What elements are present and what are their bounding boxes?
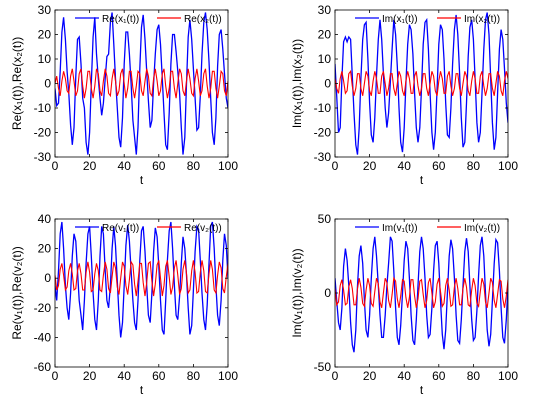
legend-label-1: Re(x₁(t))	[102, 14, 139, 25]
y-tick-label: 30	[38, 3, 52, 17]
x-tick-label: 0	[52, 159, 59, 173]
series-line-1	[335, 12, 508, 155]
x-tick-label: 20	[363, 369, 377, 383]
legend-label-2: Re(v₂(t))	[184, 223, 222, 234]
y-tick-label: -10	[314, 101, 332, 115]
y-tick-label: -20	[34, 301, 52, 315]
series-line-1	[335, 236, 508, 353]
legend-label-2: Re(x₂(t))	[184, 14, 222, 25]
y-tick-label: -60	[34, 360, 52, 374]
plot-frame	[54, 218, 229, 368]
series-line-1	[55, 221, 228, 338]
y-tick-label: -50	[314, 360, 332, 374]
chart-panel-2: 0 20 40 60 80 100 -30 -20 -10 0 10 20 30 t Im(x₁(t)),I…	[290, 3, 518, 187]
legend-label-2: Im(x₂(t))	[464, 14, 500, 25]
x-tick-label: 20	[83, 369, 97, 383]
x-tick-label: 20	[363, 159, 377, 173]
y-tick-label: -30	[34, 150, 52, 164]
chart-panel-4: 0 20 40 60 80 100-50050tIm(v₁(t)),Im(v₂(t))Im…	[290, 212, 518, 397]
x-tick-label: 40	[118, 369, 132, 383]
x-tick-label: 80	[187, 369, 201, 383]
y-axis-label: Im(v₁(t)),Im(v₂(t))	[290, 248, 304, 337]
legend-label-2: Im(v₂(t))	[464, 223, 500, 234]
chart-panel-1: 0 20 40 60 80 100 -30 -20 -10 0 10 20 30 t Re(x₁(t)),R…	[10, 3, 238, 187]
legend: Im(v₁(t)) Im(v₂(t))	[355, 223, 500, 234]
series-line-1	[55, 12, 228, 155]
y-tick-label: 0	[44, 271, 51, 285]
x-tick-label: 60	[432, 369, 446, 383]
series-line-2	[55, 68, 228, 99]
y-axis-label: Re(x₁(t)),Re(x₂(t))	[10, 37, 24, 130]
x-tick-label: 0	[332, 369, 339, 383]
y-tick-label: 50	[318, 212, 332, 226]
y-tick-label: -20	[34, 126, 52, 140]
series-line-2	[335, 276, 508, 309]
y-tick-label: 20	[38, 242, 52, 256]
y-axis-label: Re(v₁(t)),Re(v₂(t))	[10, 246, 24, 339]
legend: Re(v₁(t)) Re(v₂(t))	[75, 223, 222, 234]
x-tick-label: 20	[83, 159, 97, 173]
chart-panel-3: 0 20 40 60 80 100 -60 -40 -20 0 20 40 t Re(v₁(t)),Re(…	[10, 212, 238, 397]
series-line-2	[55, 260, 228, 297]
x-tick-label: 100	[218, 369, 238, 383]
x-tick-label: 60	[152, 159, 166, 173]
x-tick-label: 100	[498, 369, 518, 383]
y-tick-label: 0	[324, 286, 331, 300]
x-tick-label: 80	[467, 159, 481, 173]
x-tick-label: 100	[498, 159, 518, 173]
x-axis-label: t	[420, 173, 424, 187]
y-tick-label: 10	[318, 52, 332, 66]
y-tick-label: 0	[324, 77, 331, 91]
y-tick-label: -20	[314, 126, 332, 140]
y-tick-label: 30	[318, 3, 332, 17]
legend: Re(x₁(t)) Re(x₂(t))	[75, 14, 222, 25]
legend-label-1: Im(v₁(t))	[382, 223, 418, 234]
series-line-2	[335, 69, 508, 96]
x-tick-label: 60	[152, 369, 166, 383]
x-tick-label: 80	[467, 369, 481, 383]
y-tick-label: 20	[318, 28, 332, 42]
x-tick-label: 60	[432, 159, 446, 173]
y-tick-label: 10	[38, 52, 52, 66]
y-tick-label: 20	[38, 28, 52, 42]
y-tick-label: 0	[44, 77, 51, 91]
y-tick-label: -40	[34, 330, 52, 344]
y-tick-label: -10	[34, 101, 52, 115]
x-axis-label: t	[140, 173, 144, 187]
y-axis-label: Im(x₁(t)),Im(x₂(t))	[290, 39, 304, 128]
x-tick-label: 0	[52, 369, 59, 383]
legend-label-1: Im(x₁(t))	[382, 14, 418, 25]
x-tick-label: 100	[218, 159, 238, 173]
legend-label-1: Re(v₁(t))	[102, 223, 139, 234]
x-tick-label: 40	[118, 159, 132, 173]
y-tick-label: -30	[314, 150, 332, 164]
x-tick-label: 40	[398, 159, 412, 173]
x-tick-label: 0	[332, 159, 339, 173]
y-tick-label: 40	[38, 212, 52, 226]
x-axis-label: t	[420, 383, 424, 397]
x-tick-label: 80	[187, 159, 201, 173]
legend: Im(x₁(t)) Im(x₂(t))	[355, 14, 500, 25]
x-axis-label: t	[140, 383, 144, 397]
x-tick-label: 40	[398, 369, 412, 383]
